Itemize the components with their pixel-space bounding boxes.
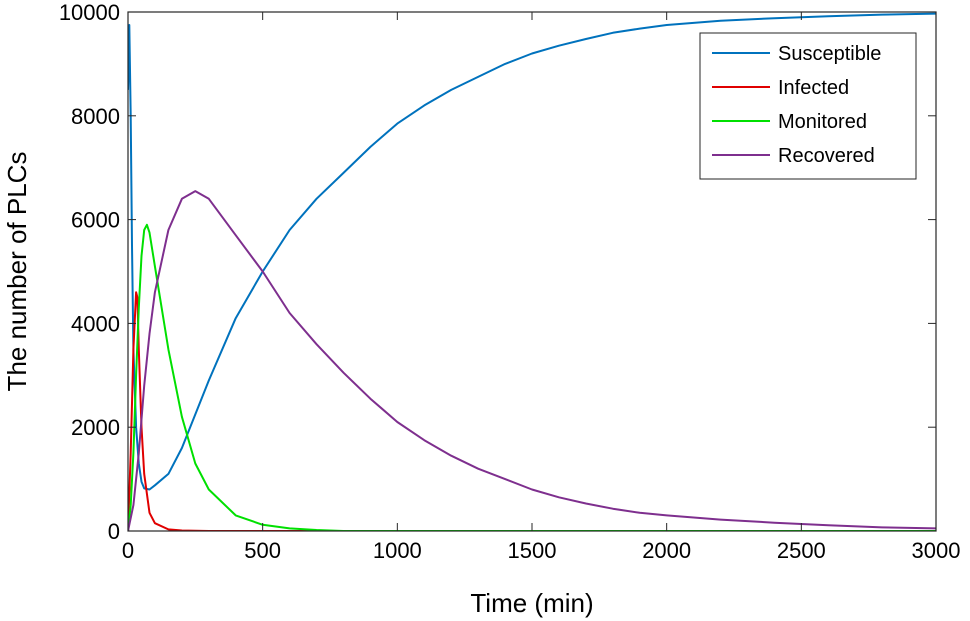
y-tick-label: 10000 — [59, 0, 120, 25]
legend-label-monitored: Monitored — [778, 111, 867, 133]
series-line-infected — [128, 291, 936, 531]
series-line-recovered — [128, 190, 936, 531]
legend: Susceptible Infected Monitored Recovered — [699, 32, 917, 180]
y-tick-label: 2000 — [71, 415, 120, 440]
x-tick-label: 3000 — [912, 538, 961, 563]
legend-label-susceptible: Susceptible — [778, 43, 881, 65]
y-tick-label: 6000 — [71, 208, 120, 233]
y-tick-label: 4000 — [71, 311, 120, 336]
series-line-monitored — [128, 223, 936, 531]
x-tick-label: 1500 — [508, 538, 557, 563]
y-axis-label: The number of PLCs — [2, 152, 32, 392]
y-tick-label: 0 — [108, 519, 120, 544]
axis-layer: 0 500 1000 1500 2000 2500 3000 0 2000 4000 6000 800… — [59, 0, 961, 563]
y-tick-label: 8000 — [71, 104, 120, 129]
x-tick-label: 500 — [244, 538, 281, 563]
x-tick-label: 2500 — [777, 538, 826, 563]
x-axis-label: Time (min) — [470, 588, 593, 618]
legend-label-infected: Infected — [778, 77, 849, 99]
x-tick-label: 1000 — [373, 538, 422, 563]
x-tick-label: 0 — [122, 538, 134, 563]
series-layer — [128, 12, 936, 531]
x-tick-label: 2000 — [642, 538, 691, 563]
legend-label-recovered: Recovered — [778, 145, 875, 167]
